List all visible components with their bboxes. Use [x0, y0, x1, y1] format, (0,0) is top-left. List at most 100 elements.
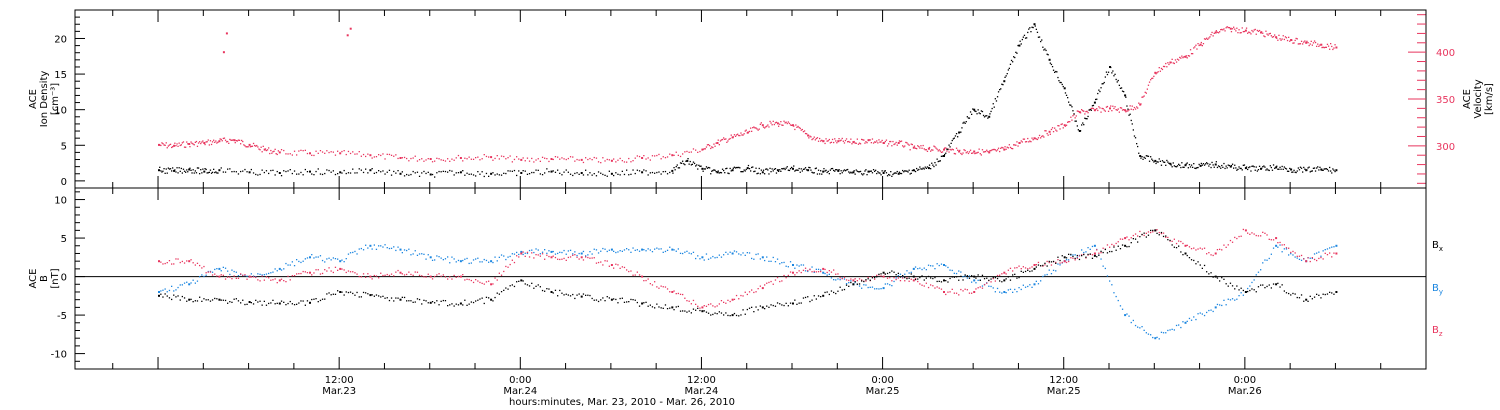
velocity-series-sample — [475, 157, 477, 159]
velocity-series-sample — [982, 151, 985, 153]
by-series-sample — [1018, 287, 1020, 289]
velocity-series-sample — [1084, 113, 1086, 115]
velocity-series-sample — [477, 156, 479, 158]
density-series-sample — [798, 167, 800, 170]
velocity-series-sample — [1072, 115, 1074, 117]
velocity-series-sample — [1065, 124, 1068, 126]
density-series-sample — [730, 170, 732, 172]
by-series-sample — [725, 251, 727, 253]
bz-series-sample — [509, 263, 511, 266]
legend-base: B — [1432, 283, 1439, 294]
bz-series-sample — [679, 293, 682, 295]
velocity-axis-label: ACE Velocity [km/s] — [1462, 79, 1495, 118]
density-series-sample — [1052, 69, 1055, 71]
bx-series-sample — [654, 307, 656, 309]
bx-series-sample — [533, 287, 535, 289]
density-series-sample — [185, 171, 187, 173]
velocity-series-sample — [747, 131, 750, 133]
bz-series-sample — [572, 254, 574, 256]
bx-series-sample — [371, 294, 373, 296]
velocity-series-sample — [548, 160, 550, 163]
density-series-sample — [996, 96, 999, 98]
by-series-sample — [272, 271, 274, 273]
bz-series-point — [1275, 237, 1278, 240]
velocity-series-sample — [711, 146, 713, 148]
bx-series-sample — [274, 303, 276, 305]
velocity-series-sample — [414, 155, 416, 157]
velocity-series — [158, 26, 1338, 164]
density-series-sample — [946, 148, 948, 150]
by-series-sample — [716, 256, 718, 259]
bx-series-sample — [1048, 260, 1050, 263]
density-series-sample — [358, 168, 360, 170]
velocity-series-sample — [1008, 144, 1010, 146]
density-series-point — [746, 167, 749, 170]
velocity-series-sample — [717, 139, 719, 141]
density-series-point — [686, 159, 689, 162]
density-series-sample — [717, 170, 719, 172]
bz-series-sample — [1020, 268, 1022, 270]
bz-series-sample — [1068, 260, 1070, 263]
velocity-series-sample — [416, 160, 419, 162]
density-series-sample — [1121, 90, 1124, 92]
by-series-sample — [807, 270, 809, 273]
velocity-series-point — [1229, 27, 1232, 30]
density-series-sample — [595, 175, 598, 177]
by-series-sample — [966, 277, 968, 279]
velocity-series-sample — [684, 151, 686, 153]
bz-series-sample — [962, 290, 964, 292]
velocity-series-sample — [844, 139, 847, 142]
density-series-sample — [1298, 169, 1301, 171]
velocity-series-sample — [775, 121, 778, 123]
velocity-series-sample — [199, 141, 201, 143]
density-series-sample — [1088, 109, 1090, 111]
velocity-series-sample — [989, 150, 991, 152]
velocity-series-sample — [971, 152, 973, 154]
bx-series-point — [610, 298, 613, 301]
bz-series-sample — [365, 276, 367, 278]
density-series-sample — [565, 169, 567, 171]
velocity-series-point — [158, 143, 160, 146]
bx-series-sample — [1046, 265, 1048, 267]
velocity-series-sample — [186, 141, 188, 143]
velocity-series-sample — [871, 138, 874, 140]
density-series-sample — [835, 169, 837, 171]
bz-series-point — [399, 271, 402, 274]
density-series-sample — [783, 167, 785, 170]
bx-series-sample — [1165, 235, 1167, 237]
by-series-sample — [1091, 245, 1094, 248]
velocity-series-sample — [1046, 132, 1048, 135]
by-series-sample — [1298, 258, 1301, 260]
density-series-sample — [1007, 69, 1009, 71]
bx-series-sample — [863, 280, 865, 283]
bx-series-sample — [403, 296, 406, 299]
density-series-sample — [967, 117, 970, 119]
by-series-sample — [1225, 304, 1227, 306]
by-series-point — [1214, 306, 1217, 309]
bz-series-sample — [479, 281, 481, 284]
by-series-sample — [1203, 314, 1206, 317]
density-series-sample — [689, 160, 691, 163]
velocity-series-sample — [1090, 107, 1092, 110]
bz-series-sample — [259, 280, 261, 282]
density-series-sample — [851, 172, 853, 174]
by-series-sample — [953, 272, 955, 274]
bx-series-sample — [173, 294, 175, 296]
density-series-sample — [324, 172, 326, 175]
bz-series-sample — [470, 279, 472, 282]
density-series-sample — [470, 173, 472, 175]
bx-series-sample — [334, 293, 337, 295]
velocity-series-sample — [1187, 55, 1189, 57]
velocity-series-sample — [1181, 55, 1183, 57]
velocity-series-sample — [1071, 119, 1073, 121]
velocity-series-sample — [1262, 32, 1264, 34]
velocity-series-point — [203, 142, 206, 144]
density-series-sample — [1087, 115, 1089, 118]
by-series-sample — [304, 258, 306, 260]
bx-series-sample — [1225, 283, 1227, 285]
density-series-point — [369, 169, 372, 172]
bz-series-sample — [934, 287, 936, 289]
density-series-sample — [373, 172, 375, 174]
bx-series-sample — [867, 278, 869, 280]
bz-series-sample — [1091, 254, 1094, 256]
